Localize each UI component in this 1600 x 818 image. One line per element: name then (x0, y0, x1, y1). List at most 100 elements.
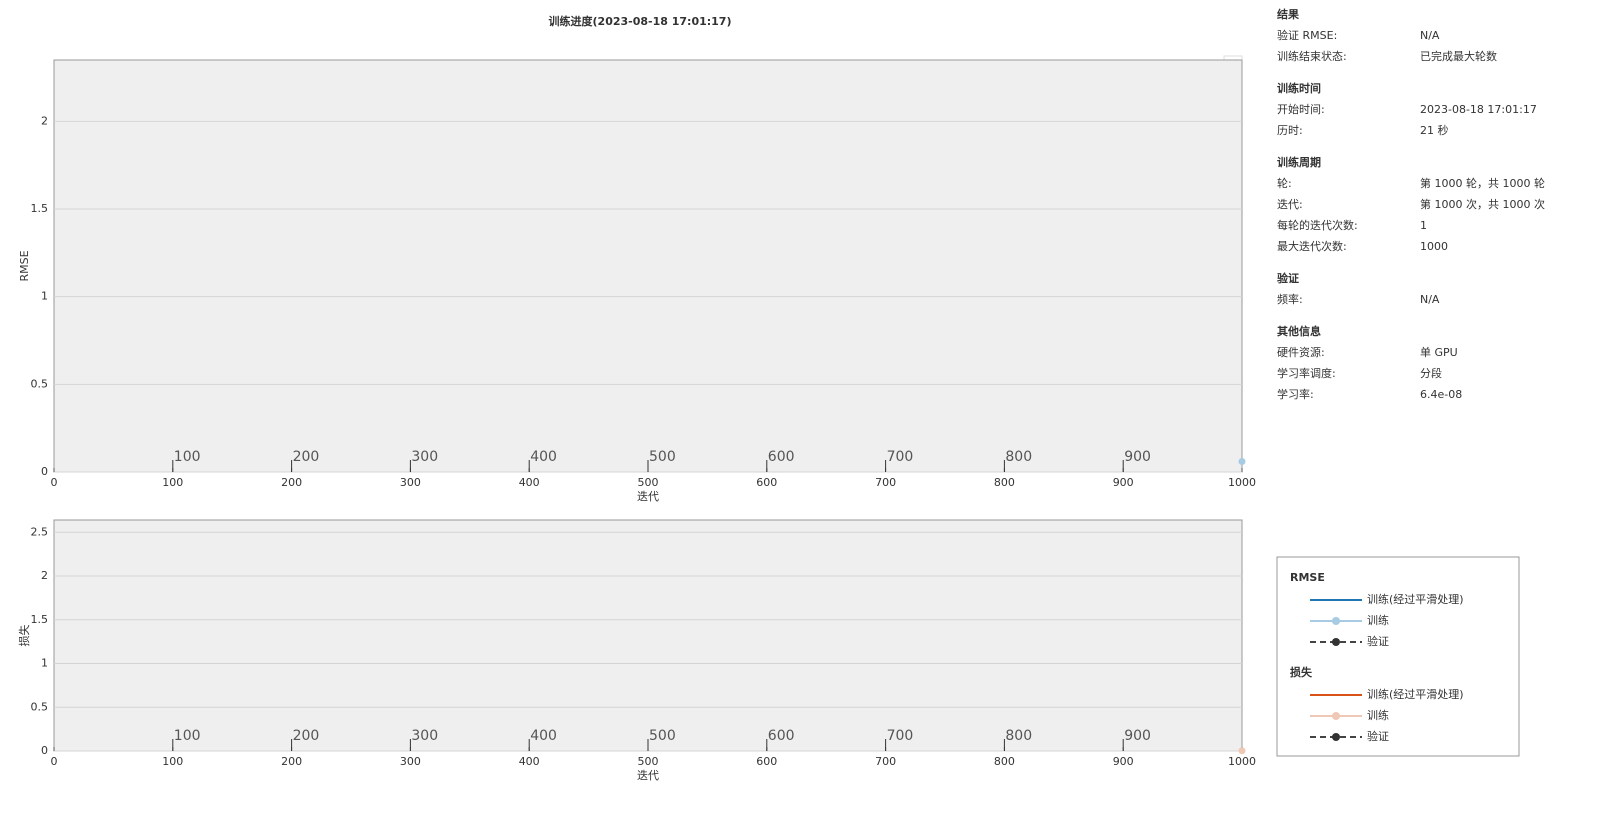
x-tick-label: 300 (400, 476, 421, 489)
y-axis-label: RMSE (18, 250, 31, 281)
epoch-label: 800 (1005, 449, 1032, 465)
epoch-label: 500 (649, 449, 676, 465)
x-axis-label: 迭代 (637, 490, 659, 503)
x-tick-label: 700 (875, 476, 896, 489)
y-tick-label: 0 (41, 465, 48, 478)
x-tick-label: 600 (756, 755, 777, 768)
info-key: 历时: (1277, 124, 1303, 137)
x-tick-label: 800 (994, 476, 1015, 489)
x-tick-label: 900 (1113, 755, 1134, 768)
info-key: 最大迭代次数: (1277, 239, 1347, 253)
x-tick-label: 1000 (1228, 755, 1256, 768)
info-value: 1000 (1420, 240, 1448, 253)
epoch-label: 600 (768, 449, 795, 465)
epoch-label: 300 (411, 728, 438, 744)
info-key: 轮: (1277, 176, 1292, 190)
epoch-label: 900 (1124, 449, 1151, 465)
info-key: 频率: (1277, 292, 1303, 306)
info-key: 硬件资源: (1277, 345, 1325, 359)
epoch-label: 700 (887, 449, 914, 465)
legend-title: RMSE (1290, 571, 1325, 584)
info-key: 每轮的迭代次数: (1277, 218, 1358, 232)
info-section-title: 训练时间 (1277, 81, 1321, 95)
legend-marker (1332, 638, 1340, 646)
x-tick-label: 700 (875, 755, 896, 768)
y-tick-label: 2 (41, 114, 48, 127)
epoch-label: 200 (293, 728, 320, 744)
last-point (1238, 457, 1246, 465)
info-value: 已完成最大轮数 (1420, 49, 1497, 63)
legend-label: 验证 (1367, 729, 1389, 743)
x-tick-label: 300 (400, 755, 421, 768)
info-value: 单 GPU (1420, 346, 1458, 359)
info-value: 1 (1420, 219, 1427, 232)
x-tick-label: 400 (519, 476, 540, 489)
plot-area (53, 519, 1243, 752)
epoch-label: 200 (293, 449, 320, 465)
legend-label: 训练 (1367, 613, 1389, 627)
info-value: 第 1000 轮，共 1000 轮 (1420, 176, 1545, 190)
plot-area (53, 59, 1243, 473)
legend-box (1276, 556, 1520, 757)
x-axis-label: 迭代 (637, 769, 659, 782)
epoch-label: 900 (1124, 728, 1151, 744)
window-title: 训练进度(2023-08-18 17:01:17) (549, 14, 732, 28)
epoch-label: 800 (1005, 728, 1032, 744)
epoch-label: 100 (174, 449, 201, 465)
info-value: N/A (1420, 293, 1440, 306)
y-tick-label: 2 (41, 569, 48, 582)
epoch-label: 400 (530, 728, 557, 744)
info-key: 学习率调度: (1277, 366, 1336, 380)
info-key: 学习率: (1277, 387, 1314, 401)
info-value: 第 1000 次，共 1000 次 (1420, 197, 1545, 211)
legend-label: 验证 (1367, 634, 1389, 648)
x-tick-label: 0 (51, 476, 58, 489)
epoch-label: 100 (174, 728, 201, 744)
epoch-label: 600 (768, 728, 795, 744)
y-axis-label: 损失 (17, 625, 31, 647)
epoch-label: 400 (530, 449, 557, 465)
epoch-label: 700 (887, 728, 914, 744)
info-value: 21 秒 (1420, 123, 1449, 137)
x-tick-label: 400 (519, 755, 540, 768)
info-value: 2023-08-18 17:01:17 (1420, 103, 1537, 116)
y-tick-label: 0 (41, 744, 48, 757)
legend-marker (1332, 617, 1340, 625)
x-tick-label: 100 (162, 755, 183, 768)
info-value: 6.4e-08 (1420, 388, 1462, 401)
legend-marker (1332, 712, 1340, 720)
x-tick-label: 500 (638, 755, 659, 768)
y-tick-label: 0.5 (31, 700, 49, 713)
x-tick-label: 200 (281, 755, 302, 768)
info-section-title: 其他信息 (1277, 324, 1321, 338)
info-key: 验证 RMSE: (1277, 28, 1337, 42)
epoch-label: 500 (649, 728, 676, 744)
x-tick-label: 900 (1113, 476, 1134, 489)
y-tick-label: 1.5 (31, 202, 49, 215)
legend-title: 损失 (1290, 665, 1313, 679)
x-tick-label: 800 (994, 755, 1015, 768)
info-section-title: 训练周期 (1277, 155, 1321, 169)
x-tick-label: 1000 (1228, 476, 1256, 489)
info-key: 开始时间: (1277, 102, 1325, 116)
y-tick-label: 2.5 (31, 525, 49, 538)
y-tick-label: 1 (41, 657, 48, 670)
x-tick-label: 600 (756, 476, 777, 489)
info-key: 迭代: (1277, 198, 1303, 211)
info-value: N/A (1420, 29, 1440, 42)
info-value: 分段 (1420, 366, 1442, 380)
x-tick-label: 0 (51, 755, 58, 768)
info-section-title: 结果 (1276, 7, 1299, 21)
last-point (1238, 747, 1246, 755)
info-key: 训练结束状态: (1277, 49, 1347, 63)
y-tick-label: 1.5 (31, 613, 49, 626)
y-tick-label: 1 (41, 290, 48, 303)
legend-marker (1332, 733, 1340, 741)
legend-label: 训练(经过平滑处理) (1367, 592, 1464, 606)
x-tick-label: 500 (638, 476, 659, 489)
epoch-label: 300 (411, 449, 438, 465)
x-tick-label: 200 (281, 476, 302, 489)
info-section-title: 验证 (1277, 271, 1299, 285)
legend-label: 训练(经过平滑处理) (1367, 687, 1464, 701)
